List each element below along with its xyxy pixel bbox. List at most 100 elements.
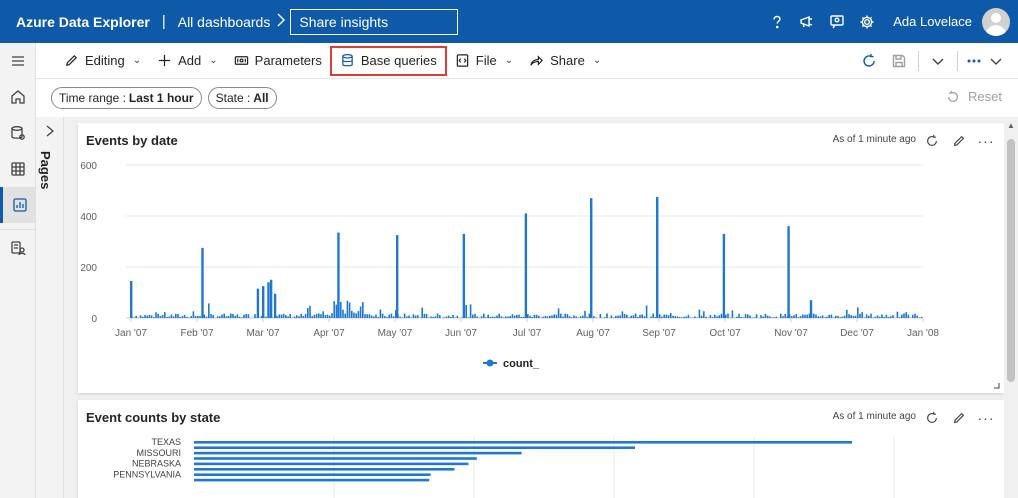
bar: [586, 316, 588, 318]
bar: [164, 312, 166, 318]
bar: [507, 316, 509, 318]
people-feedback-icon[interactable]: [823, 8, 851, 36]
bar: [430, 316, 432, 318]
bar: [155, 312, 157, 318]
bar: [280, 314, 283, 318]
bar: [775, 316, 778, 318]
bar: [804, 314, 806, 318]
bar: [590, 198, 593, 318]
state-filter[interactable]: State : All: [207, 87, 277, 109]
bar: [298, 316, 300, 318]
bar: [542, 316, 544, 318]
bar: [135, 315, 137, 318]
bar: [579, 316, 582, 318]
dashboards-icon[interactable]: [0, 187, 36, 223]
reset-label: Reset: [968, 89, 1002, 104]
bar: [434, 316, 437, 318]
bar: [309, 305, 311, 318]
bar: [626, 314, 628, 318]
scrollbar-thumb[interactable]: [1007, 139, 1015, 382]
edit-icon[interactable]: [947, 406, 971, 430]
editing-button[interactable]: Editing ⌄: [56, 46, 149, 76]
more-options-icon[interactable]: [962, 46, 986, 76]
bar: [791, 316, 793, 318]
bar: [714, 314, 716, 318]
bar: [832, 317, 835, 318]
data-icon[interactable]: [0, 115, 36, 151]
refresh-icon[interactable]: [920, 129, 944, 153]
home-icon[interactable]: [0, 79, 36, 115]
scroll-up-icon[interactable]: ▲: [1007, 121, 1015, 130]
help-icon[interactable]: [763, 8, 791, 36]
add-button[interactable]: Add ⌄: [149, 46, 226, 76]
expand-pages-icon[interactable]: [46, 125, 55, 140]
reset-button[interactable]: Reset: [946, 89, 1002, 104]
menu-icon[interactable]: [0, 43, 36, 79]
bar: [560, 313, 562, 318]
user-name[interactable]: Ada Lovelace: [893, 14, 972, 29]
bar: [868, 315, 870, 318]
bar: [238, 316, 241, 318]
bar: [496, 315, 498, 318]
bar: [769, 316, 771, 318]
bar: [740, 317, 742, 318]
bar: [148, 314, 151, 318]
bar: [192, 311, 195, 318]
dashboard-title-field[interactable]: Share insights: [290, 8, 459, 35]
bar: [709, 315, 712, 318]
event-counts-by-state-tile[interactable]: Event counts by state As of 1 minute ago…: [78, 400, 1004, 498]
bar: [879, 316, 881, 318]
tile-timestamp: As of 1 minute ago: [832, 134, 916, 145]
bar: [896, 311, 899, 318]
refresh-icon[interactable]: [920, 406, 944, 430]
feedback-icon[interactable]: [793, 8, 821, 36]
bar: [130, 281, 133, 318]
resize-handle-icon[interactable]: [994, 383, 1000, 389]
bar: [368, 314, 371, 318]
parameters-button[interactable]: Parameters: [226, 46, 330, 76]
save-icon[interactable]: [884, 46, 914, 76]
base-queries-button[interactable]: Base queries: [329, 45, 447, 76]
bar: [474, 313, 476, 318]
bar: [720, 313, 723, 318]
chevron-down-icon[interactable]: [986, 46, 1006, 76]
tile-timestamp: As of 1 minute ago: [832, 411, 916, 422]
more-icon[interactable]: ···: [977, 133, 995, 149]
vertical-scrollbar[interactable]: ▲: [1004, 117, 1018, 498]
bar: [762, 316, 764, 318]
edit-icon[interactable]: [947, 129, 971, 153]
bar: [432, 316, 434, 318]
bar: [562, 316, 564, 318]
bar: [175, 313, 177, 318]
chevron-down-icon[interactable]: [923, 46, 953, 76]
bar: [824, 317, 826, 318]
bar: [487, 314, 489, 318]
bar: [809, 300, 813, 318]
app-title[interactable]: Azure Data Explorer: [16, 13, 150, 30]
bar: [509, 316, 511, 318]
file-button[interactable]: File ⌄: [447, 46, 521, 76]
bar: [705, 316, 707, 318]
monitor-icon[interactable]: [0, 229, 36, 265]
avatar[interactable]: [982, 7, 1010, 36]
bar: [276, 316, 278, 318]
settings-icon[interactable]: [853, 8, 881, 36]
bar: [819, 316, 822, 318]
bar: [313, 314, 316, 318]
more-icon[interactable]: ···: [977, 410, 995, 426]
query-icon[interactable]: [0, 151, 36, 187]
time-range-filter[interactable]: Time range : Last 1 hour: [51, 87, 202, 109]
share-button[interactable]: Share ⌄: [521, 46, 609, 76]
bar: [678, 316, 681, 318]
bar: [194, 441, 852, 444]
bar: [883, 316, 885, 318]
bar: [549, 315, 551, 318]
events-by-date-tile[interactable]: Events by date As of 1 minute ago ··· 0 2…: [78, 123, 1004, 393]
bar: [205, 316, 208, 318]
pages-label[interactable]: Pages: [38, 151, 53, 190]
share-label: Share: [550, 53, 585, 68]
title-separator: |: [161, 13, 166, 30]
bar: [320, 314, 322, 318]
refresh-icon[interactable]: [854, 46, 884, 76]
breadcrumb-all-dashboards[interactable]: All dashboards: [177, 13, 271, 30]
